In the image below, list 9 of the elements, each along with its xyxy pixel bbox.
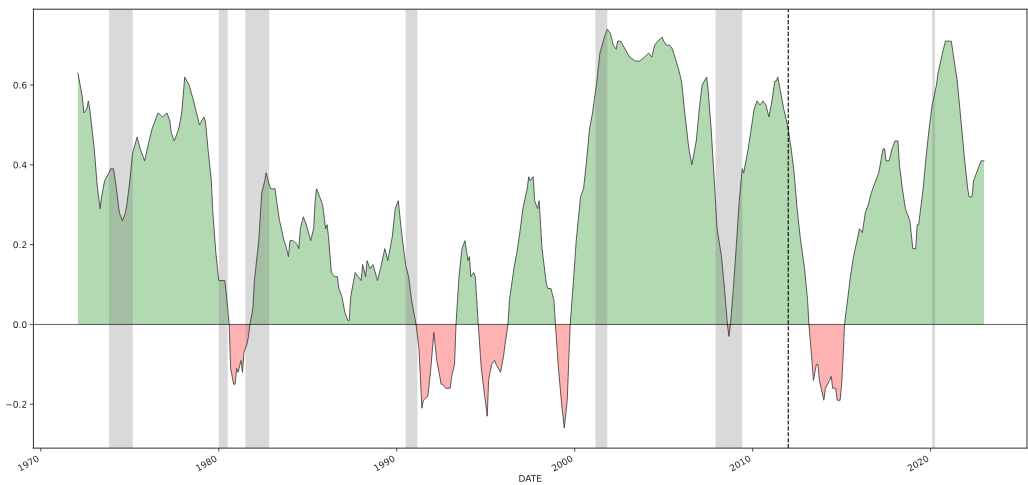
y-tick-label: 0.6 xyxy=(13,81,27,89)
x-tick-label: 1970 xyxy=(17,454,40,472)
y-tick-label: 0.0 xyxy=(13,321,27,328)
y-tick-label: 0.4 xyxy=(13,161,27,169)
x-axis-title: DATE xyxy=(519,475,542,482)
y-tick-label: 0.2 xyxy=(13,241,27,249)
x-tick-label: 1990 xyxy=(373,454,396,472)
x-tick-label: 1980 xyxy=(195,454,218,472)
y-tick-label: −0.2 xyxy=(6,400,27,408)
